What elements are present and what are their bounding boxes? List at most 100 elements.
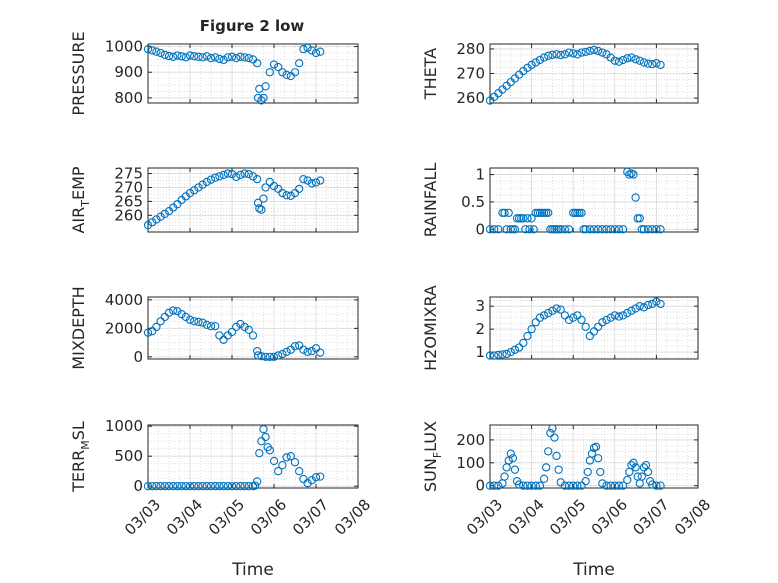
- data-point: [152, 482, 161, 491]
- data-point: [253, 174, 262, 184]
- data-point: [529, 225, 538, 234]
- data-point: [185, 482, 195, 491]
- data-point: [219, 482, 228, 491]
- data-point: [202, 52, 211, 61]
- data-point: [560, 50, 570, 59]
- data-point: [627, 53, 636, 62]
- data-point: [579, 225, 588, 234]
- data-point: [564, 225, 574, 234]
- data-point: [259, 93, 268, 103]
- data-point: [232, 172, 241, 182]
- data-point: [546, 225, 555, 234]
- data-point: [236, 170, 245, 180]
- data-point: [519, 214, 528, 223]
- data-point: [525, 225, 534, 234]
- data-point: [194, 482, 203, 491]
- data-point: [160, 209, 169, 219]
- data-point: [577, 48, 586, 57]
- data-point: [485, 225, 495, 234]
- axes-box: [489, 424, 699, 489]
- data-point: [173, 200, 182, 209]
- data-point: [206, 482, 216, 491]
- data-point: [569, 481, 578, 490]
- data-point: [614, 57, 624, 66]
- data-point: [610, 481, 619, 490]
- data-point: [148, 46, 157, 55]
- data-point: [265, 68, 274, 77]
- data-point: [156, 212, 165, 221]
- data-point: [259, 425, 268, 434]
- data-point: [500, 472, 509, 481]
- data-point: [240, 322, 249, 332]
- data-point: [606, 225, 615, 234]
- data-point: [564, 48, 574, 57]
- data-point: [523, 481, 532, 490]
- data-point: [629, 458, 638, 467]
- data-point: [500, 208, 509, 218]
- data-point: [190, 186, 199, 195]
- data-point: [282, 453, 291, 462]
- y-tick-label: 1000: [105, 417, 143, 435]
- data-point: [527, 214, 536, 223]
- x-axis-label: Time: [231, 560, 274, 580]
- data-point: [244, 325, 253, 334]
- data-point: [552, 304, 561, 313]
- data-point: [206, 53, 216, 63]
- y-tick-label: 260: [114, 206, 143, 224]
- data-point: [560, 225, 570, 234]
- data-point: [143, 220, 153, 230]
- data-point: [537, 208, 547, 218]
- data-point: [589, 225, 599, 234]
- data-point: [223, 169, 232, 178]
- data-point: [303, 176, 312, 185]
- data-point: [531, 481, 540, 490]
- data-point: [652, 59, 661, 68]
- data-point: [156, 48, 165, 58]
- data-point: [282, 191, 291, 200]
- data-point: [521, 225, 530, 234]
- data-point: [552, 225, 561, 234]
- data-point: [631, 463, 640, 472]
- data-point: [295, 341, 304, 350]
- data-point: [232, 322, 241, 332]
- y-tick-label: 100: [456, 454, 485, 472]
- data-point: [261, 352, 270, 362]
- data-point: [227, 327, 237, 337]
- data-point: [211, 173, 220, 182]
- data-point: [527, 324, 536, 334]
- data-point: [639, 58, 649, 67]
- data-point: [311, 178, 321, 187]
- data-point: [255, 449, 264, 458]
- data-point: [577, 208, 586, 218]
- subplot-theta: 260 270 280 THETA: [421, 40, 699, 107]
- data-point: [494, 225, 503, 234]
- data-point: [250, 481, 260, 490]
- data-point: [598, 225, 607, 234]
- data-point: [295, 467, 304, 476]
- data-point: [554, 225, 563, 234]
- data-point: [181, 53, 190, 62]
- data-point: [629, 170, 638, 179]
- data-point: [648, 60, 657, 69]
- data-point: [539, 311, 549, 320]
- data-point: [508, 454, 518, 463]
- data-point: [544, 447, 553, 456]
- data-point: [652, 297, 661, 306]
- data-point: [585, 225, 594, 234]
- data-point: [631, 304, 640, 313]
- y-tick-label: 270: [456, 65, 485, 83]
- data-point: [219, 55, 228, 65]
- data-point: [160, 312, 169, 322]
- data-point: [544, 51, 553, 60]
- y-tick-label: 0: [475, 477, 485, 495]
- data-point: [160, 482, 169, 491]
- axes-box: [489, 167, 699, 233]
- data-point: [307, 179, 316, 188]
- data-point: [598, 48, 607, 57]
- data-point: [148, 482, 157, 491]
- data-point: [143, 44, 153, 54]
- data-point: [573, 208, 582, 218]
- data-point: [523, 331, 532, 341]
- data-point: [610, 225, 619, 234]
- data-point: [269, 456, 279, 466]
